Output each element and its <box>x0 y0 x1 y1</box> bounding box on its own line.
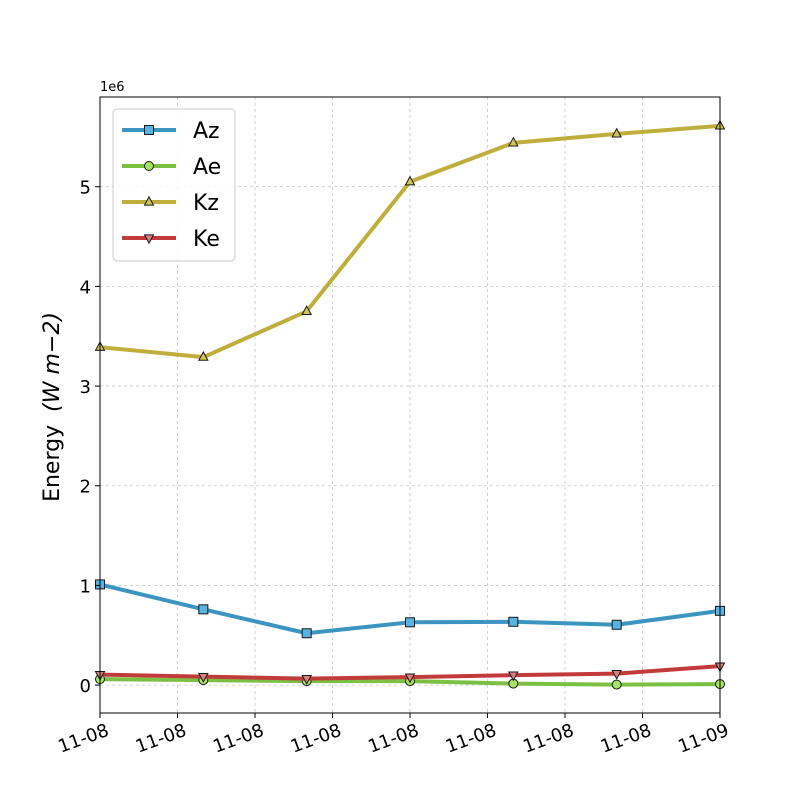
x-tick-label: 11-09 <box>675 720 731 758</box>
data-point-az <box>198 604 209 615</box>
y-axis-title-units: (W m−2) <box>40 312 65 412</box>
x-tick-label: 11-08 <box>210 720 266 758</box>
y-axis: 0 1 2 3 4 5 <box>80 178 100 697</box>
legend-marker-ke <box>143 234 155 245</box>
legend-item-ke: Ke <box>122 227 220 252</box>
data-point-kz <box>611 127 623 138</box>
x-tick-label: 11-08 <box>365 720 421 758</box>
x-tick-label: 11-08 <box>443 720 499 758</box>
data-point-az <box>611 619 622 630</box>
y-tick-label: 4 <box>80 277 91 298</box>
legend-item-az: Az <box>122 119 220 144</box>
legend-marker-az <box>144 125 154 135</box>
data-point-kz <box>301 305 313 315</box>
x-axis: 11-08 11-08 11-08 11-08 11-08 11-08 11-08 11-08… <box>55 713 732 758</box>
series-ke <box>94 662 726 685</box>
legend-item-kz: Kz <box>122 191 219 216</box>
legend: Az Ae Kz Ke <box>112 108 236 262</box>
legend-marker-kz <box>143 195 155 206</box>
y-axis-title-text: Energy <box>40 425 65 502</box>
x-tick-label: 11-08 <box>55 720 111 758</box>
legend-label-ae: Ae <box>193 155 221 180</box>
data-point-az <box>405 617 415 628</box>
legend-label-kz: Kz <box>193 191 219 216</box>
legend-item-ae: Ae <box>122 155 221 180</box>
y-tick-label: 5 <box>80 178 91 199</box>
y-tick-label: 1 <box>80 576 91 597</box>
y-axis-title: Energy (W m−2) <box>40 312 65 502</box>
y-offset-label: 1e6 <box>100 80 125 95</box>
x-tick-label: 11-08 <box>520 720 576 758</box>
legend-label-ke: Ke <box>193 227 220 252</box>
x-tick-label: 11-08 <box>598 720 654 758</box>
data-point-ke <box>197 672 209 683</box>
data-point-ke <box>301 674 313 685</box>
legend-label-az: Az <box>193 119 220 144</box>
legend-box <box>112 108 236 262</box>
data-point-ke <box>404 673 416 684</box>
data-point-kz <box>507 136 519 147</box>
y-tick-label: 0 <box>80 676 91 697</box>
data-point-ae <box>611 679 622 690</box>
data-point-ke <box>507 671 519 682</box>
data-point-az <box>508 616 519 627</box>
data-point-kz <box>404 175 416 186</box>
y-tick-label: 2 <box>80 477 91 498</box>
x-tick-label: 11-08 <box>288 720 344 758</box>
data-point-kz <box>197 350 209 361</box>
y-tick-label: 3 <box>80 377 91 398</box>
x-tick-label: 11-08 <box>133 720 189 758</box>
data-point-ke <box>611 669 623 680</box>
data-point-az <box>301 628 312 639</box>
legend-marker-ae <box>144 161 154 171</box>
